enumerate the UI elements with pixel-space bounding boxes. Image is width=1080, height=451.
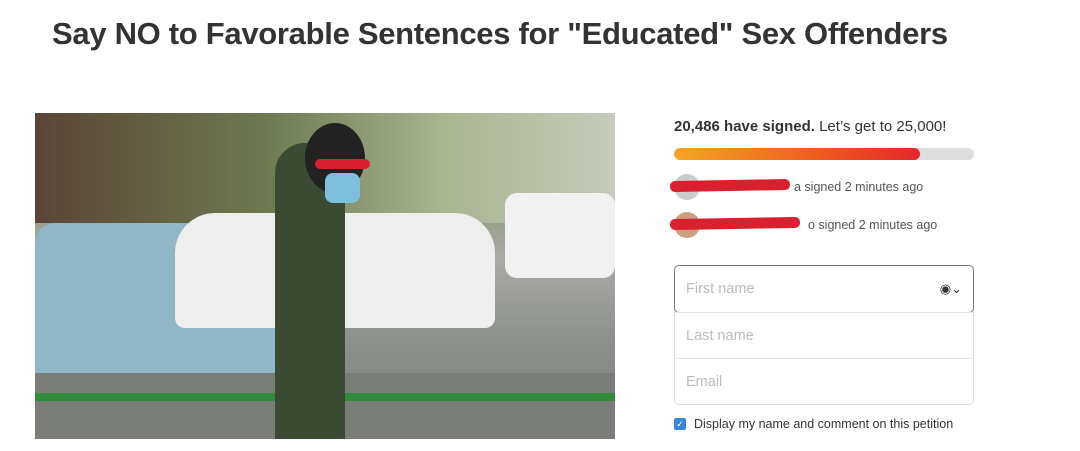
checkbox-checked-icon[interactable]: ✓ [674, 418, 686, 430]
last-name-input[interactable]: Last name [675, 312, 973, 358]
recent-signer: o signed 2 minutes ago [669, 212, 974, 238]
signature-count: 20,486 have signed. Let’s get to 25,000! [674, 118, 947, 135]
recent-signer: a signed 2 minutes ago [669, 174, 974, 200]
progress-fill [674, 148, 920, 160]
signature-form: First name ◉⌄ Last name Email [674, 265, 974, 405]
email-input[interactable]: Email [675, 358, 973, 404]
petition-photo [35, 113, 615, 439]
progress-bar [674, 148, 974, 160]
signature-panel: 20,486 have signed. Let’s get to 25,000!… [669, 118, 974, 431]
user-circle-icon[interactable]: ◉⌄ [939, 281, 962, 296]
first-name-input[interactable]: First name ◉⌄ [674, 265, 974, 313]
page-title: Say NO to Favorable Sentences for "Educa… [52, 16, 948, 51]
display-name-checkbox[interactable]: ✓ Display my name and comment on this pe… [674, 417, 974, 431]
redaction-mark [669, 216, 801, 231]
redaction-mark [669, 178, 791, 193]
